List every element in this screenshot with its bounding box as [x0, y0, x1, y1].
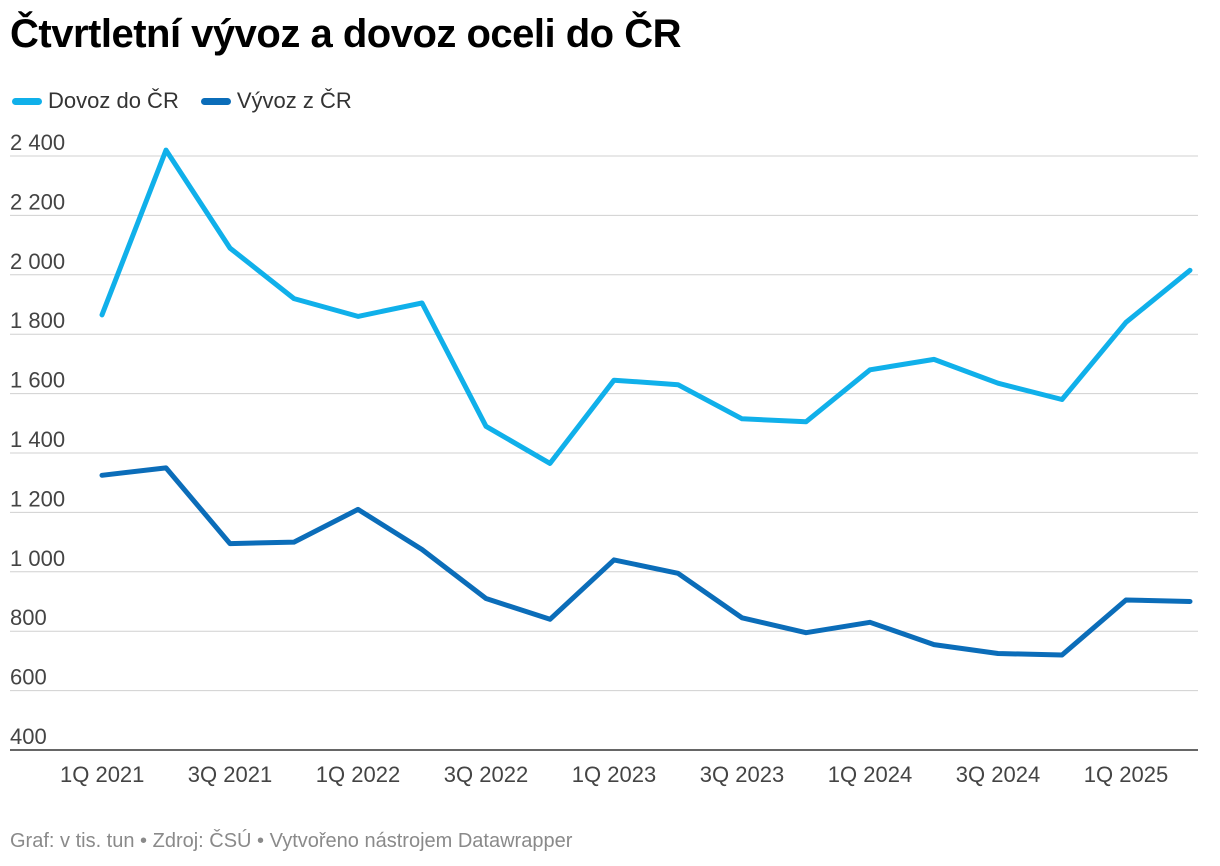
y-tick-label: 1 200: [10, 486, 65, 511]
legend-swatch-vyvoz: [200, 97, 231, 105]
chart-footer: Graf: v tis. tun • Zdroj: ČSÚ • Vytvořen…: [10, 830, 573, 852]
y-tick-label: 2 400: [10, 130, 65, 155]
legend-swatch-dovoz: [12, 97, 42, 105]
x-tick-label: 1Q 2024: [828, 762, 912, 787]
y-tick-label: 600: [10, 665, 47, 690]
y-tick-label: 800: [10, 605, 47, 630]
y-tick-label: 2 000: [10, 249, 65, 274]
chart-title: Čtvrtletní vývoz a dovoz oceli do ČR: [10, 12, 682, 56]
x-tick-label: 3Q 2024: [956, 762, 1040, 787]
x-tick-label: 3Q 2022: [444, 762, 528, 787]
x-tick-label: 3Q 2021: [188, 762, 272, 787]
x-tick-label: 3Q 2023: [700, 762, 784, 787]
y-tick-label: 400: [10, 724, 47, 749]
y-tick-label: 1 000: [10, 546, 65, 571]
chart-legend: Dovoz do ČR Vývoz z ČR: [12, 88, 374, 114]
y-tick-label: 2 200: [10, 189, 65, 214]
y-tick-label: 1 400: [10, 427, 65, 452]
x-tick-label: 1Q 2023: [572, 762, 656, 787]
y-tick-label: 1 600: [10, 368, 65, 393]
x-tick-label: 1Q 2025: [1084, 762, 1168, 787]
x-tick-label: 1Q 2021: [60, 762, 144, 787]
legend-item-vyvoz: Vývoz z ČR: [200, 88, 352, 114]
legend-label-vyvoz: Vývoz z ČR: [236, 88, 352, 113]
series-line-vyvoz: [99, 465, 1193, 658]
x-tick-label: 1Q 2022: [316, 762, 400, 787]
legend-label-dovoz: Dovoz do ČR: [48, 88, 179, 113]
y-tick-label: 1 800: [10, 308, 65, 333]
legend-item-dovoz: Dovoz do ČR: [12, 88, 179, 114]
series-line-dovoz: [99, 147, 1193, 466]
